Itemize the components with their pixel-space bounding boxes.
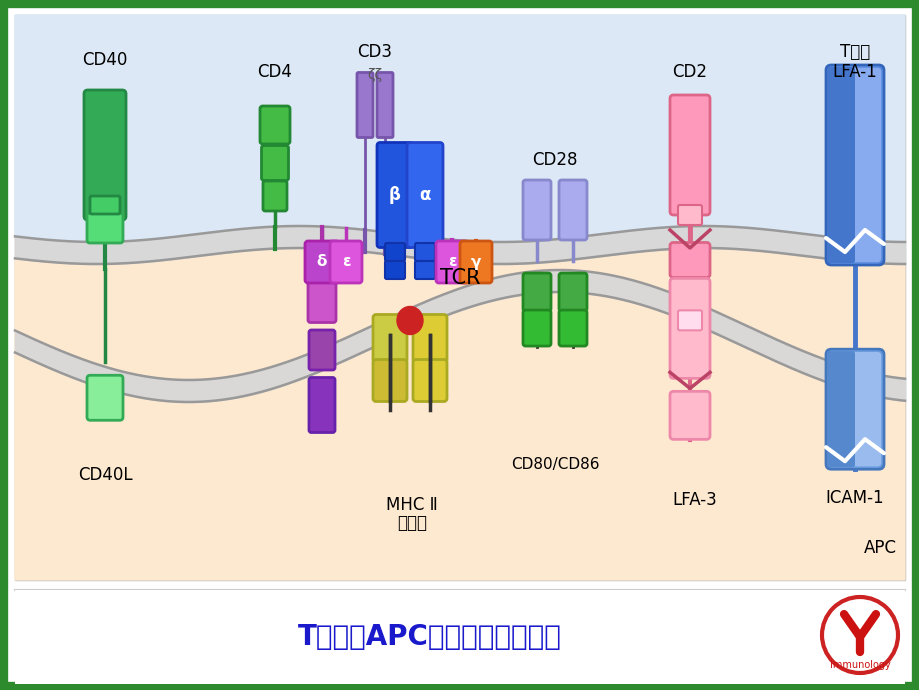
- FancyBboxPatch shape: [87, 213, 123, 243]
- FancyBboxPatch shape: [826, 351, 854, 467]
- FancyBboxPatch shape: [305, 241, 338, 283]
- Bar: [15, 590, 904, 684]
- FancyBboxPatch shape: [308, 268, 335, 322]
- Text: TCR: TCR: [439, 268, 480, 288]
- FancyBboxPatch shape: [559, 310, 586, 346]
- Text: ICAM-1: ICAM-1: [824, 489, 883, 507]
- FancyBboxPatch shape: [261, 146, 289, 181]
- Text: LFA-1: LFA-1: [832, 63, 877, 81]
- Text: T细胞: T细胞: [839, 43, 869, 61]
- FancyBboxPatch shape: [413, 359, 447, 402]
- Text: Immunology: Immunology: [829, 660, 890, 669]
- FancyBboxPatch shape: [377, 143, 413, 248]
- FancyBboxPatch shape: [260, 106, 289, 144]
- Polygon shape: [15, 15, 904, 242]
- FancyBboxPatch shape: [309, 377, 335, 433]
- Text: γ: γ: [471, 255, 481, 270]
- FancyBboxPatch shape: [87, 375, 123, 420]
- FancyBboxPatch shape: [372, 359, 406, 402]
- Text: 类分子: 类分子: [397, 514, 426, 532]
- FancyBboxPatch shape: [384, 261, 404, 279]
- Ellipse shape: [821, 597, 897, 673]
- Text: ε: ε: [448, 255, 456, 270]
- FancyBboxPatch shape: [414, 243, 435, 261]
- FancyBboxPatch shape: [372, 315, 406, 362]
- FancyBboxPatch shape: [330, 241, 361, 283]
- FancyBboxPatch shape: [669, 391, 709, 440]
- Text: δ: δ: [316, 255, 327, 270]
- FancyBboxPatch shape: [669, 95, 709, 215]
- FancyBboxPatch shape: [825, 349, 883, 469]
- Text: LFA-3: LFA-3: [672, 491, 717, 509]
- FancyBboxPatch shape: [559, 180, 586, 240]
- FancyBboxPatch shape: [825, 65, 883, 265]
- Text: CD40L: CD40L: [77, 466, 132, 484]
- Text: CD3: CD3: [357, 43, 392, 61]
- FancyBboxPatch shape: [826, 67, 854, 263]
- FancyBboxPatch shape: [669, 278, 709, 378]
- FancyBboxPatch shape: [377, 72, 392, 137]
- Bar: [15, 15, 904, 580]
- FancyBboxPatch shape: [827, 67, 881, 263]
- Text: CD28: CD28: [532, 151, 577, 169]
- FancyBboxPatch shape: [436, 241, 468, 283]
- FancyBboxPatch shape: [677, 310, 701, 331]
- FancyBboxPatch shape: [522, 180, 550, 240]
- Bar: [15, 265, 904, 580]
- Text: ε: ε: [341, 255, 350, 270]
- Polygon shape: [15, 248, 904, 580]
- FancyBboxPatch shape: [414, 261, 435, 279]
- FancyBboxPatch shape: [460, 241, 492, 283]
- FancyBboxPatch shape: [357, 72, 372, 137]
- FancyBboxPatch shape: [84, 90, 126, 220]
- FancyBboxPatch shape: [309, 330, 335, 370]
- Text: ζζ: ζζ: [367, 68, 382, 82]
- FancyBboxPatch shape: [677, 205, 701, 225]
- Text: MHC Ⅱ: MHC Ⅱ: [386, 496, 437, 514]
- FancyBboxPatch shape: [522, 273, 550, 311]
- FancyBboxPatch shape: [263, 181, 287, 211]
- Text: APC: APC: [863, 539, 895, 557]
- Text: T细胞与APC间的主要辅助分子: T细胞与APC间的主要辅助分子: [298, 623, 562, 651]
- FancyBboxPatch shape: [827, 351, 881, 467]
- FancyBboxPatch shape: [90, 196, 119, 214]
- Text: β: β: [389, 186, 401, 204]
- Text: α: α: [419, 186, 430, 204]
- FancyBboxPatch shape: [669, 242, 709, 277]
- Ellipse shape: [397, 306, 423, 335]
- FancyBboxPatch shape: [406, 143, 443, 248]
- FancyBboxPatch shape: [522, 310, 550, 346]
- Text: CD2: CD2: [672, 63, 707, 81]
- FancyBboxPatch shape: [384, 243, 404, 261]
- Text: CD4: CD4: [257, 63, 292, 81]
- Text: CD40: CD40: [82, 51, 128, 69]
- FancyBboxPatch shape: [559, 273, 586, 311]
- FancyBboxPatch shape: [413, 315, 447, 362]
- Text: CD80/CD86: CD80/CD86: [510, 457, 598, 473]
